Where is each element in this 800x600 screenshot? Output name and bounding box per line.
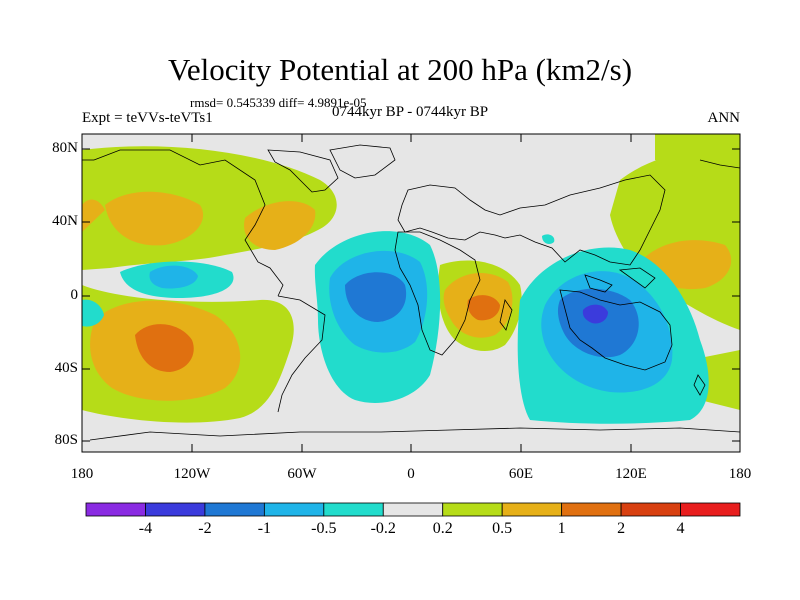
y-tick-label: 0 — [70, 287, 79, 303]
x-tick-label: 120W — [173, 466, 211, 482]
x-tick-label: 180 — [728, 466, 752, 482]
colorbar-swatch — [382, 502, 444, 517]
colorbar-swatch — [323, 502, 384, 517]
colorbar-swatch — [204, 502, 265, 517]
season-label: ANN — [707, 110, 741, 126]
period-label: 0744kyr BP - 0744kyr BP — [331, 104, 489, 120]
y-tick-label: 80N — [52, 140, 78, 156]
colorbar-swatch — [501, 502, 563, 517]
stats-label: rmsd= 0.545339 diff= 4.9891e-05 — [190, 95, 367, 110]
colorbar-swatch — [442, 502, 503, 517]
x-tick-label: 60W — [287, 466, 317, 482]
map-title: Velocity Potential at 200 hPa (km2/s) — [167, 52, 633, 87]
axis-ticks — [81, 134, 741, 452]
colorbar-swatch — [263, 502, 325, 517]
colorbar-label: 0.2 — [432, 520, 453, 537]
colorbar-swatch — [145, 502, 206, 517]
colorbar-swatch — [620, 502, 681, 517]
experiment-label: Expt = teVVs-teVTs1 — [82, 110, 213, 126]
colorbar — [85, 502, 741, 517]
x-tick-label: 120E — [615, 466, 647, 482]
x-tick-label: 60E — [508, 466, 534, 482]
coastlines — [82, 144, 740, 441]
colorbar-label: -2 — [198, 520, 212, 537]
colorbar-label: 1 — [557, 520, 566, 537]
y-tick-label: 40N — [52, 213, 78, 229]
colorbar-label: -1 — [257, 520, 272, 537]
x-tick-label: 0 — [407, 466, 415, 482]
contour-field — [82, 134, 740, 452]
colorbar-swatch — [561, 502, 622, 517]
colorbar-label: -0.2 — [370, 520, 396, 537]
colorbar-swatch — [680, 502, 741, 517]
colorbar-label: 0.5 — [492, 520, 513, 537]
colorbar-swatch — [85, 502, 146, 517]
colorbar-label: 2 — [617, 520, 626, 537]
colorbar-label: -0.5 — [311, 520, 337, 537]
colorbar-label: 4 — [676, 520, 685, 537]
y-tick-label: 80S — [54, 432, 78, 448]
colorbar-label: -4 — [138, 520, 153, 537]
x-tick-label: 180 — [70, 466, 94, 482]
y-tick-label: 40S — [54, 360, 78, 376]
